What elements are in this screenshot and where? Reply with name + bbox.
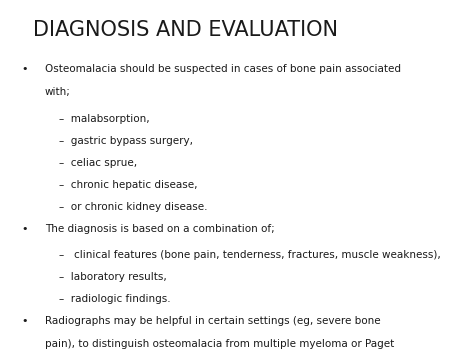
Text: –  celiac sprue,: – celiac sprue, [59, 158, 137, 168]
Text: •: • [21, 224, 28, 234]
Text: DIAGNOSIS AND EVALUATION: DIAGNOSIS AND EVALUATION [33, 20, 338, 39]
Text: –  malabsorption,: – malabsorption, [59, 114, 150, 124]
Text: –  chronic hepatic disease,: – chronic hepatic disease, [59, 180, 198, 190]
Text: Radiographs may be helpful in certain settings (eg, severe bone: Radiographs may be helpful in certain se… [45, 316, 381, 326]
Text: –  or chronic kidney disease.: – or chronic kidney disease. [59, 202, 208, 212]
Text: Osteomalacia should be suspected in cases of bone pain associated: Osteomalacia should be suspected in case… [45, 64, 401, 74]
Text: The diagnosis is based on a combination of;: The diagnosis is based on a combination … [45, 224, 275, 234]
Text: –  radiologic findings.: – radiologic findings. [59, 294, 171, 304]
Text: with;: with; [45, 87, 71, 97]
Text: •: • [21, 64, 28, 74]
Text: –   clinical features (bone pain, tenderness, fractures, muscle weakness),: – clinical features (bone pain, tenderne… [59, 250, 441, 260]
Text: –  laboratory results,: – laboratory results, [59, 272, 167, 282]
Text: –  gastric bypass surgery,: – gastric bypass surgery, [59, 136, 193, 146]
Text: pain), to distinguish osteomalacia from multiple myeloma or Paget: pain), to distinguish osteomalacia from … [45, 339, 394, 349]
Text: •: • [21, 316, 28, 326]
